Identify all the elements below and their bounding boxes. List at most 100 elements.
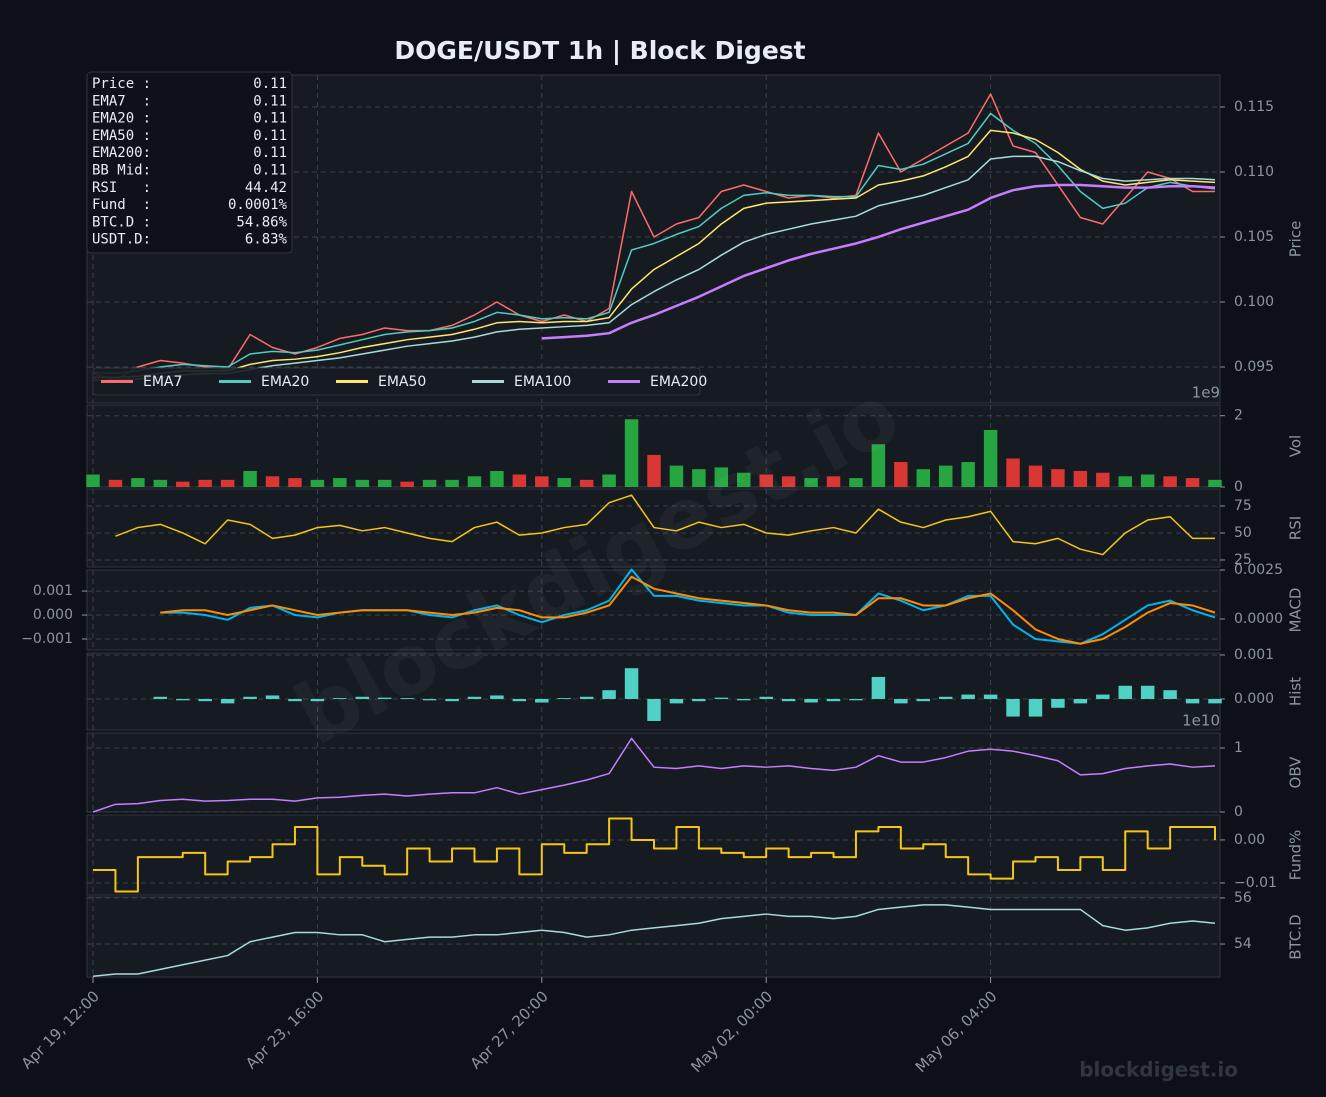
bar: [1006, 698, 1020, 717]
y-tick-label: 0.095: [1234, 359, 1274, 375]
bar: [243, 696, 257, 699]
y-tick-label: −0.01: [1234, 875, 1277, 891]
bar: [759, 696, 773, 699]
info-key: EMA7 :: [92, 93, 151, 109]
legend-label: EMA7: [143, 374, 182, 390]
bar: [602, 690, 616, 699]
bar: [579, 479, 594, 487]
info-value: 6.83%: [245, 232, 288, 248]
info-key: Fund :: [92, 197, 151, 213]
info-value: 0.11: [253, 128, 287, 144]
y-axis-label: RSI: [1287, 516, 1305, 540]
bar: [220, 479, 235, 487]
bar: [781, 476, 796, 487]
bar: [624, 668, 639, 699]
footer: blockdigest.io: [1079, 1058, 1238, 1082]
info-box-bg: [86, 71, 293, 254]
info-key: EMA20 :: [92, 111, 151, 127]
y-tick-label: 0.001: [33, 583, 73, 599]
bar: [669, 698, 684, 704]
legend: EMA7 EMA20 EMA50 EMA100 EMA200: [92, 367, 707, 396]
bar: [983, 429, 998, 487]
info-value: 0.0001%: [228, 197, 288, 213]
bar: [422, 479, 437, 487]
series-line: [92, 112, 1216, 375]
bar: [333, 478, 347, 487]
y-tick-label: 0.000: [33, 607, 73, 623]
bar: [871, 444, 886, 487]
bar: [849, 698, 863, 701]
info-key: BB Mid:: [92, 163, 151, 179]
bar: [355, 696, 370, 699]
bar: [579, 696, 594, 699]
bar: [400, 481, 414, 487]
bar: [647, 698, 661, 721]
bar: [871, 676, 886, 699]
bar: [108, 479, 123, 487]
bar: [1208, 698, 1222, 704]
series-line: [93, 817, 1216, 893]
bar: [377, 697, 392, 699]
info-value: 0.11: [253, 163, 287, 179]
bar: [1006, 458, 1020, 487]
bar: [355, 479, 370, 487]
info-key: BTC.D :: [92, 214, 151, 230]
bar: [467, 476, 482, 487]
bar: [916, 698, 931, 702]
series-line: [93, 129, 1216, 379]
bar: [1096, 694, 1110, 699]
bar: [1140, 685, 1155, 699]
panel: [86, 732, 1221, 813]
bar: [198, 479, 212, 487]
bar: [826, 476, 841, 487]
info-value: 0.11: [253, 145, 287, 161]
bar: [490, 470, 504, 487]
bar: [1073, 698, 1088, 704]
bar: [692, 698, 706, 702]
y-tick-label: 0.115: [1234, 99, 1274, 115]
bar: [1163, 690, 1177, 699]
y-tick-label: 0.001: [1234, 647, 1274, 663]
bar: [894, 462, 908, 487]
series-line: [92, 737, 1216, 813]
legend-label: EMA50: [378, 374, 426, 390]
offset-label: 1e9: [1192, 384, 1220, 402]
bar: [86, 474, 100, 487]
y-tick-label: 1: [1234, 740, 1243, 756]
bar: [624, 419, 639, 487]
legend-label: EMA100: [514, 374, 571, 390]
y-tick-label: 0.105: [1234, 229, 1274, 245]
bar: [153, 479, 168, 487]
chart-title: DOGE/USDT 1h | Block Digest: [394, 36, 805, 65]
bar: [1140, 474, 1155, 487]
bar: [557, 698, 571, 699]
bar: [535, 476, 549, 487]
info-key: USDT.D:: [92, 232, 151, 248]
legend-box: [92, 367, 701, 396]
bar: [1028, 698, 1043, 717]
bar: [826, 698, 841, 702]
y-axis-label: Vol: [1287, 435, 1305, 457]
series-line: [115, 494, 1215, 556]
bar: [198, 698, 212, 702]
bar: [310, 698, 325, 702]
info-box: Price : 0.11 EMA7 : 0.11 EMA20 : 0.11 EMA50 : 0…: [86, 71, 293, 254]
bar: [894, 698, 908, 704]
series-line: [541, 183, 1216, 340]
bar: [781, 698, 796, 702]
bar: [377, 479, 392, 487]
bar: [1028, 465, 1043, 487]
bar: [737, 698, 751, 701]
y-axis-label: Fund%: [1287, 830, 1305, 881]
bar: [804, 698, 818, 703]
bar: [445, 479, 459, 487]
bar: [961, 694, 975, 699]
bar: [961, 462, 975, 487]
bar: [938, 696, 953, 699]
legend-label: EMA20: [261, 374, 309, 390]
legend-label: EMA200: [650, 374, 707, 390]
series-line: [160, 575, 1216, 645]
bar: [1096, 472, 1110, 487]
bar: [288, 698, 302, 702]
